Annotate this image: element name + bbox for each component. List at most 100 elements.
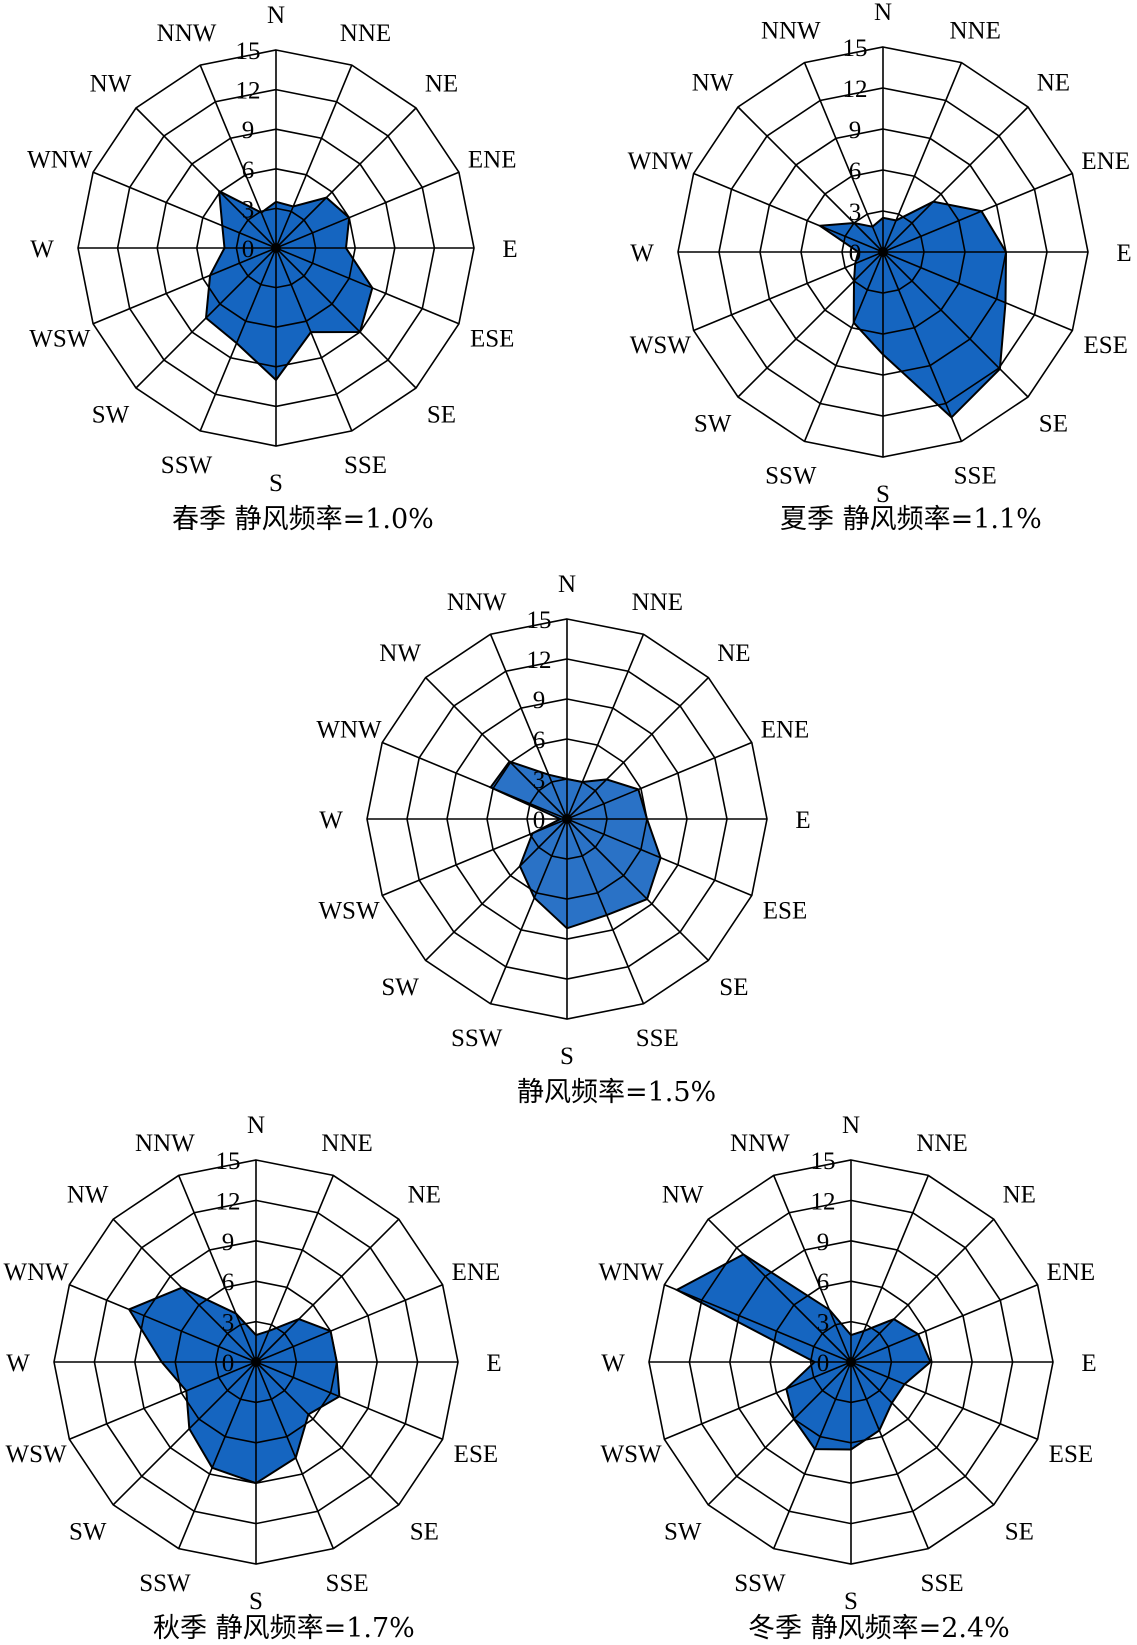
spoke-WSW bbox=[69, 1361, 257, 1441]
spoke-NE bbox=[255, 1218, 400, 1363]
direction-label-NNE: NNE bbox=[321, 1130, 372, 1157]
direction-label-S: S bbox=[249, 1588, 263, 1615]
tick-label-15: 15 bbox=[236, 38, 261, 65]
direction-label-W: W bbox=[630, 240, 654, 267]
direction-label-SW: SW bbox=[381, 974, 419, 1001]
tick-label-0: 0 bbox=[817, 1350, 830, 1377]
spoke-SSW bbox=[489, 818, 568, 1005]
spoke-NE bbox=[566, 677, 709, 820]
spoke-NW bbox=[707, 1218, 852, 1363]
direction-label-ESE: ESE bbox=[454, 1441, 498, 1468]
direction-label-WNW: WNW bbox=[316, 717, 382, 744]
spoke-NNE bbox=[255, 1175, 335, 1363]
caption-annual: 静风频率=1.5% bbox=[517, 1077, 717, 1108]
tick-label-6: 6 bbox=[817, 1269, 830, 1296]
spoke-SW bbox=[135, 247, 277, 389]
tick-label-15: 15 bbox=[811, 1148, 836, 1175]
spoke-SSE bbox=[850, 1361, 930, 1549]
spoke-SE bbox=[255, 1361, 400, 1506]
direction-label-SW: SW bbox=[92, 402, 130, 429]
spoke-SW bbox=[112, 1361, 257, 1506]
center-dot bbox=[846, 1357, 856, 1367]
spoke-NNW bbox=[199, 64, 277, 249]
direction-label-SSW: SSW bbox=[139, 1570, 191, 1597]
spoke-NNE bbox=[566, 633, 645, 820]
direction-label-ENE: ENE bbox=[761, 717, 810, 744]
frequency-polygon-annual bbox=[489, 760, 662, 930]
spoke-SSW bbox=[199, 247, 277, 432]
spoke-WNW bbox=[92, 171, 277, 249]
spoke-WNW bbox=[381, 741, 568, 820]
direction-label-NE: NE bbox=[425, 71, 458, 98]
tick-label-3: 3 bbox=[817, 1310, 830, 1337]
spoke-ESE bbox=[566, 818, 753, 897]
direction-label-SE: SE bbox=[1005, 1518, 1034, 1545]
spoke-NE bbox=[882, 106, 1029, 253]
direction-label-SE: SE bbox=[1039, 410, 1068, 437]
wind-rose-summer: N NNE NE ENE E ESE SE SSE S SSW SW WSW W WNW NW NNW 0 3 6 9… bbox=[628, 0, 1132, 508]
direction-label-NE: NE bbox=[1003, 1182, 1036, 1209]
direction-label-E: E bbox=[1081, 1350, 1096, 1377]
spoke-ENE bbox=[566, 741, 753, 820]
direction-label-NE: NE bbox=[1037, 70, 1070, 97]
direction-label-WSW: WSW bbox=[6, 1441, 68, 1468]
tick-label-9: 9 bbox=[817, 1229, 830, 1256]
spoke-NNW bbox=[177, 1175, 257, 1363]
caption-winter: 冬季 静风频率=2.4% bbox=[748, 1613, 1010, 1644]
spoke-WSW bbox=[92, 247, 277, 325]
direction-label-WNW: WNW bbox=[628, 148, 694, 175]
direction-label-N: N bbox=[842, 1112, 860, 1139]
spoke-NW bbox=[425, 677, 568, 820]
spoke-NNW bbox=[489, 633, 568, 820]
direction-label-NNE: NNE bbox=[950, 17, 1001, 44]
spoke-NNE bbox=[850, 1175, 930, 1363]
direction-label-E: E bbox=[795, 807, 810, 834]
spoke-ENE bbox=[275, 171, 460, 249]
spoke-NW bbox=[112, 1218, 257, 1363]
wind-rose-spring: N NNE NE ENE E ESE SE SSE S SSW SW WSW W WNW NW NNW 0 3 6 9… bbox=[27, 2, 517, 497]
caption-summer: 夏季 静风频率=1.1% bbox=[780, 504, 1042, 535]
direction-label-N: N bbox=[267, 2, 285, 29]
tick-label-15: 15 bbox=[527, 607, 552, 634]
direction-label-S: S bbox=[269, 470, 283, 497]
spoke-WNW bbox=[664, 1283, 852, 1363]
spoke-SW bbox=[707, 1361, 852, 1506]
direction-label-WSW: WSW bbox=[601, 1441, 663, 1468]
direction-label-S: S bbox=[876, 481, 890, 508]
spoke-NNE bbox=[882, 62, 963, 253]
direction-label-ESE: ESE bbox=[470, 326, 514, 353]
spoke-NNE bbox=[275, 64, 353, 249]
direction-label-SE: SE bbox=[410, 1518, 439, 1545]
tick-label-6: 6 bbox=[242, 157, 255, 184]
tick-label-6: 6 bbox=[849, 158, 862, 185]
spoke-WNW bbox=[69, 1283, 257, 1363]
spoke-ESE bbox=[850, 1361, 1038, 1441]
spoke-SSE bbox=[255, 1361, 335, 1549]
tick-label-15: 15 bbox=[216, 1148, 241, 1175]
tick-label-6: 6 bbox=[533, 727, 546, 754]
direction-label-NNE: NNE bbox=[340, 20, 391, 47]
center-dot bbox=[562, 814, 572, 824]
direction-label-NNE: NNE bbox=[916, 1130, 967, 1157]
spoke-NW bbox=[135, 107, 277, 249]
spoke-WNW bbox=[693, 172, 884, 253]
direction-label-ENE: ENE bbox=[452, 1259, 501, 1286]
tick-label-0: 0 bbox=[222, 1350, 235, 1377]
direction-label-NNE: NNE bbox=[632, 589, 683, 616]
direction-label-NNW: NNW bbox=[157, 20, 217, 47]
spoke-ENE bbox=[882, 172, 1073, 253]
direction-label-W: W bbox=[319, 807, 343, 834]
tick-label-9: 9 bbox=[222, 1229, 235, 1256]
direction-label-NNW: NNW bbox=[447, 589, 507, 616]
direction-label-NW: NW bbox=[692, 70, 734, 97]
tick-label-3: 3 bbox=[533, 767, 546, 794]
direction-label-SE: SE bbox=[427, 402, 456, 429]
spoke-NE bbox=[275, 107, 417, 249]
direction-label-WSW: WSW bbox=[318, 897, 380, 924]
caption-spring: 春季 静风频率=1.0% bbox=[172, 504, 434, 535]
spoke-SE bbox=[850, 1361, 995, 1506]
tick-label-3: 3 bbox=[242, 196, 255, 223]
center-dot bbox=[251, 1357, 261, 1367]
direction-label-ESE: ESE bbox=[763, 897, 807, 924]
